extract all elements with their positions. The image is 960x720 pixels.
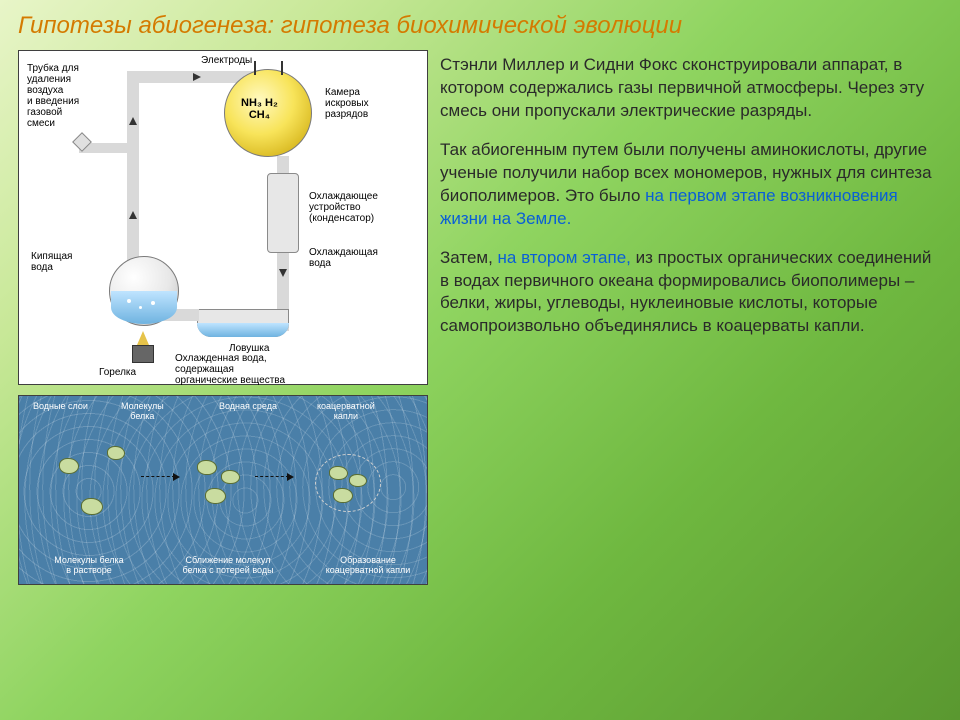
p3-text-a: Затем,	[440, 248, 498, 267]
protein-blob	[349, 474, 367, 487]
label-spark-chamber: Камера искровых разрядов	[325, 87, 369, 120]
label-protein-solution: Молекулы белка в растворе	[39, 556, 139, 576]
protein-blob	[205, 488, 226, 504]
protein-blob	[329, 466, 348, 480]
protein-blob	[107, 446, 125, 460]
arrow-up-icon	[129, 211, 137, 219]
protein-blob	[333, 488, 353, 503]
arrow-up-icon	[129, 117, 137, 125]
content-row: NH₃ H₂ CH₄ Трубка для	[18, 50, 942, 585]
label-water-layers: Водные слои	[33, 402, 88, 412]
label-approaching: Сближение молекул белка с потерей воды	[163, 556, 293, 576]
paragraph-2: Так абиогенным путем были получены амино…	[440, 139, 942, 231]
label-protein-molecules: Молекулы белка	[121, 402, 164, 422]
label-tube-remove: Трубка для удаления воздуха и введения г…	[27, 63, 79, 129]
label-boiling-water: Кипящая вода	[31, 251, 72, 273]
p3-highlight: на втором этапе,	[498, 248, 631, 267]
coacervate-outline	[315, 454, 381, 512]
label-water-medium: Водная среда	[219, 402, 277, 412]
arrow-down-icon	[279, 269, 287, 277]
electrode-left	[254, 61, 256, 75]
flame-icon	[137, 331, 149, 345]
coacervate-diagram: Водные слои Молекулы белка Водная среда …	[18, 395, 428, 585]
label-coacervate-drops: коацерватной капли	[317, 402, 375, 422]
condenser-body	[267, 173, 299, 253]
bubble	[151, 301, 155, 305]
protein-blob	[221, 470, 240, 484]
trap-water	[197, 323, 289, 337]
gas-formula-label: NH₃ H₂ CH₄	[241, 97, 278, 121]
label-cooled-water: Охлажденная вода, содержащая органически…	[175, 353, 285, 386]
burner-assembly	[132, 331, 154, 363]
electrode-right	[281, 61, 283, 75]
boiling-water-fill	[111, 291, 177, 324]
left-column: NH₃ H₂ CH₄ Трубка для	[18, 50, 428, 585]
protein-blob	[197, 460, 217, 475]
label-condenser: Охлаждающее устройство (конденсатор)	[309, 191, 378, 224]
label-burner: Горелка	[99, 367, 136, 378]
arrow-right-icon	[193, 73, 201, 81]
label-electrodes: Электроды	[201, 55, 252, 66]
paragraph-3: Затем, на втором этапе, из простых орган…	[440, 247, 942, 339]
slide-title: Гипотезы абиогенеза: гипотеза биохимичес…	[18, 12, 942, 40]
protein-blob	[81, 498, 103, 515]
label-formation: Образование коацерватной капли	[313, 556, 423, 576]
bubble	[139, 306, 142, 309]
right-column: Стэнли Миллер и Сидни Фокс сконструирова…	[440, 50, 942, 585]
burner-body	[132, 345, 154, 363]
miller-apparatus-diagram: NH₃ H₂ CH₄ Трубка для	[18, 50, 428, 385]
tube-vertical-left	[127, 71, 139, 271]
paragraph-1: Стэнли Миллер и Сидни Фокс сконструирова…	[440, 54, 942, 123]
label-cooling-water: Охлаждающая вода	[309, 247, 378, 269]
dash-arrow-icon	[255, 476, 289, 477]
dash-arrow-icon	[141, 476, 175, 477]
bubble	[127, 299, 131, 303]
protein-blob	[59, 458, 79, 474]
